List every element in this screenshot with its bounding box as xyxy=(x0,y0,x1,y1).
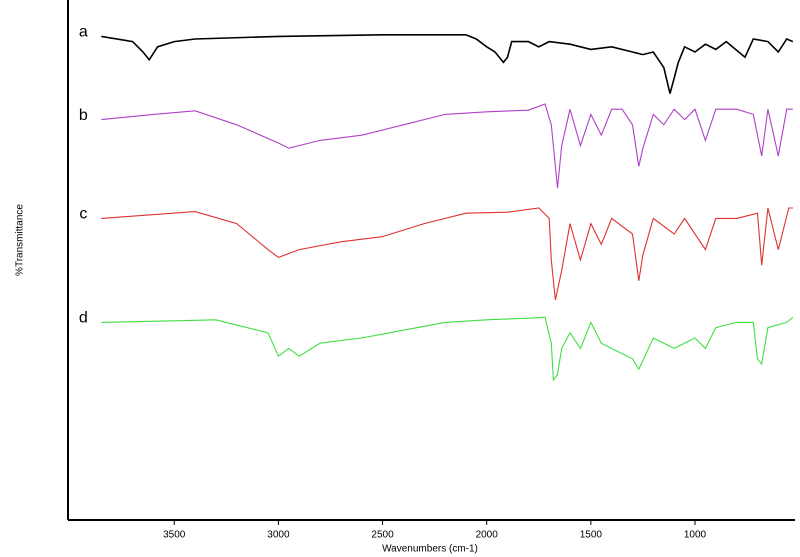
x-axis-label: Wavenumbers (cm-1) xyxy=(382,544,478,555)
spectrum-line xyxy=(101,103,793,189)
x-tick-label: 2500 xyxy=(371,530,394,541)
y-axis-label: %Transmittance xyxy=(15,204,26,276)
x-tick-label: 2000 xyxy=(476,530,499,541)
series-label: d xyxy=(79,310,88,327)
x-tick-label: 1500 xyxy=(580,530,603,541)
spectrum-line xyxy=(101,34,794,94)
series-label: b xyxy=(79,107,88,124)
series-label: a xyxy=(79,24,88,41)
x-tick-label: 3500 xyxy=(163,530,186,541)
x-tick-label: 1000 xyxy=(684,530,707,541)
series-label: c xyxy=(79,206,87,223)
x-tick-label: 3000 xyxy=(267,530,290,541)
spectrum-line xyxy=(101,207,793,301)
spectrum-line xyxy=(101,316,794,382)
